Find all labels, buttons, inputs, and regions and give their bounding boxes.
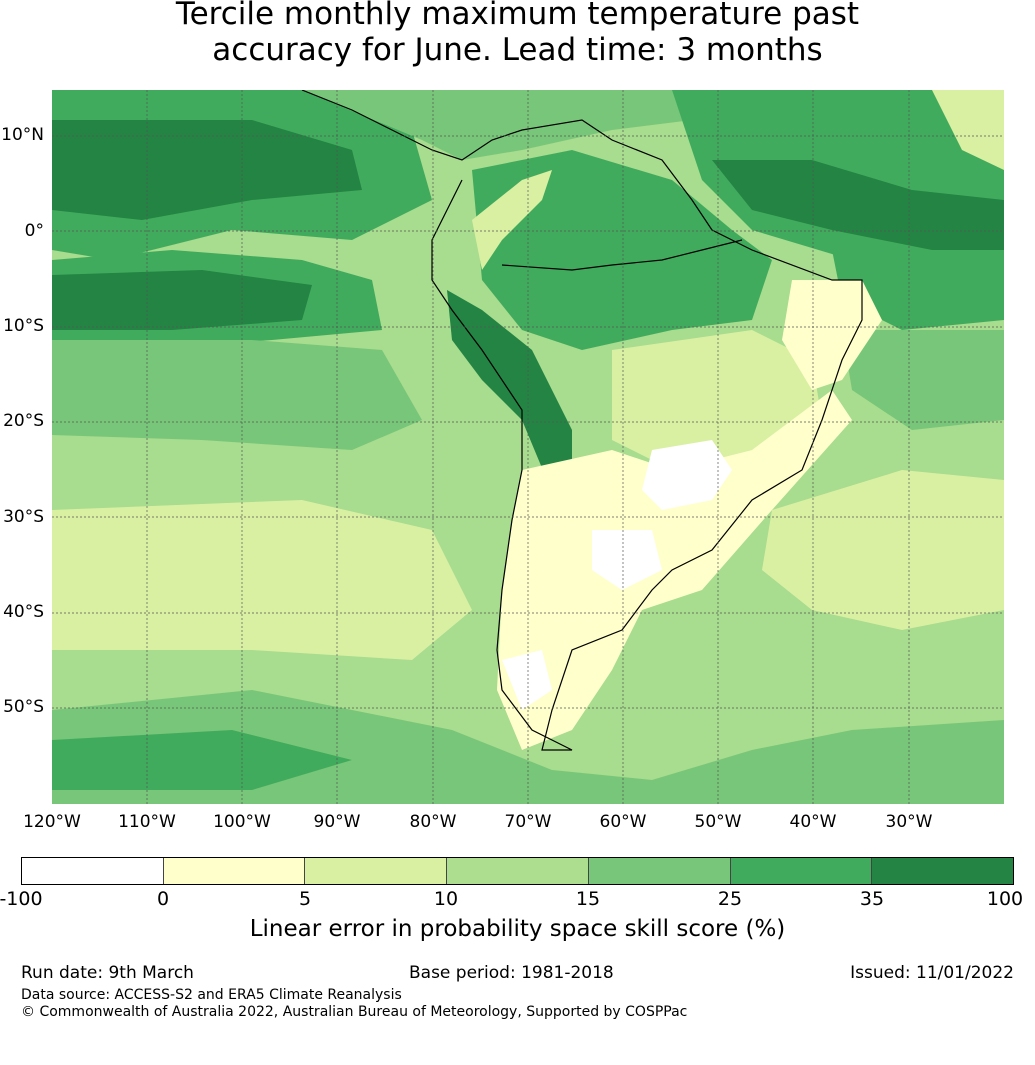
lon-label-50w: 50°W — [694, 812, 742, 832]
lon-label-70w: 70°W — [504, 812, 552, 832]
region-white-patch-b — [592, 530, 662, 590]
lon-label-30w: 30°W — [885, 812, 933, 832]
lat-label-20s: 20°S — [3, 411, 44, 431]
base-period: Base period: 1981-2018 — [409, 963, 614, 983]
colorbar-segment-3 — [447, 858, 589, 884]
lon-label-40w: 40°W — [789, 812, 837, 832]
colorbar-tick-15: 15 — [575, 888, 601, 910]
lon-label-60w: 60°W — [599, 812, 647, 832]
region-caribbean — [302, 90, 712, 160]
lat-label-10n: 10°N — [1, 125, 44, 145]
region-amazon — [472, 150, 772, 350]
region-coastal-east-pale — [782, 280, 882, 390]
copyright-notice: © Commonwealth of Australia 2022, Austra… — [21, 1004, 688, 1020]
region-southern-ocean-mid — [52, 730, 352, 790]
chart-title: Tercile monthly maximum temperature past… — [0, 0, 1035, 68]
region-white-patch-patagonia — [502, 650, 552, 710]
region-andes-north-light — [472, 170, 552, 270]
lon-label-110w: 110°W — [118, 812, 176, 832]
issued-date: Issued: 11/01/2022 — [850, 963, 1014, 983]
colorbar-segment-0 — [22, 858, 164, 884]
lon-label-100w: 100°W — [213, 812, 271, 832]
title-line-1: Tercile monthly maximum temperature past — [175, 0, 860, 32]
colorbar-segment-5 — [730, 858, 873, 884]
lat-label-30s: 30°S — [3, 507, 44, 527]
lat-label-50s: 50°S — [3, 697, 44, 717]
region-andes-dark — [447, 290, 572, 480]
colorbar-segment-4 — [588, 858, 731, 884]
region-brazil-interior — [612, 330, 822, 470]
region-atlantic-far-east — [932, 90, 1004, 170]
run-date: Run date: 9th March — [21, 963, 194, 983]
amazon-river — [501, 239, 743, 271]
region-north-pacific-core — [52, 120, 362, 220]
colorbar-segment-1 — [163, 858, 306, 884]
region-south-atlantic-low — [842, 330, 1004, 430]
lon-label-120w: 120°W — [23, 812, 81, 832]
title-line-2: accuracy for June. Lead time: 3 months — [212, 32, 823, 68]
region-southern-cone — [497, 390, 852, 750]
colorbar-tick-10: 10 — [433, 888, 459, 910]
colorbar-tick-neg100: -100 — [0, 888, 43, 910]
colorbar-segment-2 — [305, 858, 448, 884]
skill-score-map — [52, 90, 1004, 804]
lat-label-0: 0° — [24, 221, 44, 241]
gridlines — [52, 90, 1004, 804]
region-pacific-south-mid — [52, 340, 422, 450]
lat-label-10s: 10°S — [3, 316, 44, 336]
region-white-patch-a — [642, 440, 732, 510]
colorbar-tick-0: 0 — [156, 888, 170, 910]
region-south-atlantic-light — [762, 470, 1004, 630]
lat-label-40s: 40°S — [3, 602, 44, 622]
colorbar-tick-25: 25 — [717, 888, 743, 910]
region-atlantic-north-core — [712, 160, 1004, 260]
lon-label-80w: 80°W — [409, 812, 457, 832]
data-source: Data source: ACCESS-S2 and ERA5 Climate … — [21, 987, 402, 1003]
map-canvas — [52, 90, 1004, 804]
colorbar-label: Linear error in probability space skill … — [249, 916, 786, 942]
colorbar-tick-100: 100 — [986, 888, 1024, 910]
region-equatorial-band-core — [52, 270, 312, 330]
coastline-south-america — [301, 90, 863, 751]
lon-label-90w: 90°W — [313, 812, 361, 832]
colorbar — [21, 857, 1014, 885]
colorbar-segment-6 — [872, 858, 1014, 884]
region-pacific-south-low — [52, 500, 472, 660]
colorbar-tick-35: 35 — [859, 888, 885, 910]
colorbar-tick-5: 5 — [298, 888, 312, 910]
